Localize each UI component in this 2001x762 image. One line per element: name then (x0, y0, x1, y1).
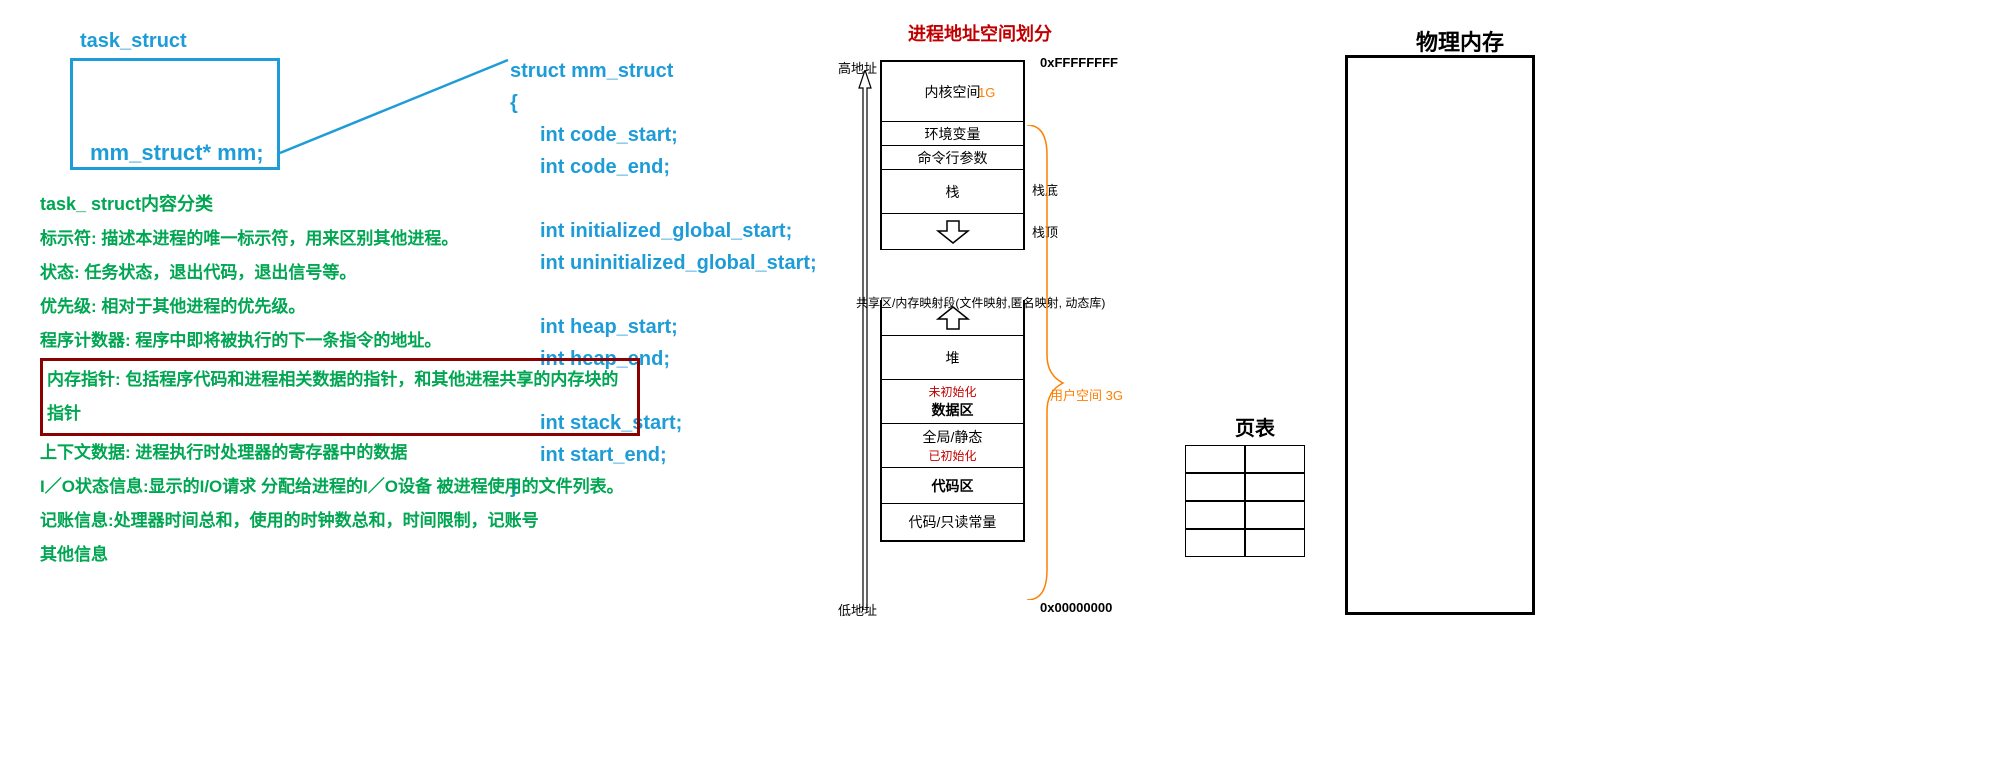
page-table-cell (1245, 529, 1305, 557)
page-table-cell (1245, 501, 1305, 529)
memory-segment (882, 214, 1023, 250)
user-space-bracket (1025, 125, 1065, 600)
vertical-arrow-icon (855, 70, 875, 610)
page-table-title: 页表 (1205, 412, 1305, 441)
page-table-cell (1185, 529, 1245, 557)
segment-label: 栈 (946, 182, 960, 202)
content-line: 优先级: 相对于其他进程的优先级。 (40, 290, 640, 324)
segment-label: 环境变量 (925, 124, 981, 144)
segment-label: 代码/只读常量 (909, 512, 997, 532)
memory-segment: 代码/只读常量 (882, 504, 1023, 540)
connector-line (280, 58, 520, 158)
memory-gap (880, 250, 1025, 300)
memory-segment: 代码区 (882, 468, 1023, 504)
shared-region-label: 共享区/内存映射段(文件映射,匿名映射, 动态库) (856, 294, 1105, 311)
physical-memory-box (1345, 55, 1535, 615)
segment-sublabel: 已初始化 (928, 447, 976, 464)
content-line: 上下文数据: 进程执行时处理器的寄存器中的数据 (40, 436, 640, 470)
physical-memory-title: 物理内存 (1380, 25, 1540, 57)
content-line: 其他信息 (40, 538, 640, 572)
content-line: 内存指针: 包括程序代码和进程相关数据的指针，和其他进程共享的内存块的指针 (40, 358, 640, 436)
memory-segment: 堆 (882, 336, 1023, 380)
memory-layout-title: 进程地址空间划分 (900, 20, 1060, 46)
page-table-cell (1185, 501, 1245, 529)
page-table-cell (1245, 445, 1305, 473)
high-addr-value: 0xFFFFFFFF (1040, 55, 1118, 70)
content-heading: task_ struct内容分类 (40, 190, 640, 216)
page-table-row (1185, 529, 1305, 557)
content-line: 程序计数器: 程序中即将被执行的下一条指令的地址。 (40, 324, 640, 358)
struct-field: int code_end; (540, 151, 817, 183)
low-addr-value: 0x00000000 (1040, 600, 1112, 615)
page-table-row (1185, 501, 1305, 529)
memory-segment: 全局/静态已初始化 (882, 424, 1023, 468)
segment-label: 堆 (946, 348, 960, 368)
arrow-down-icon (936, 219, 970, 245)
content-line: I／O状态信息:显示的I/O请求 分配给进程的I／O设备 被进程使用的文件列表。 (40, 470, 640, 504)
segment-label: 命令行参数 (918, 148, 988, 168)
memory-segment: 内核空间 (882, 62, 1023, 122)
page-table-row (1185, 445, 1305, 473)
content-line: 状态: 任务状态，退出代码，退出信号等。 (40, 256, 640, 290)
task-struct-label: task_struct (80, 30, 187, 53)
kernel-size-annotation: 1G (978, 85, 995, 100)
page-table-cell (1185, 445, 1245, 473)
segment-label: 数据区 (932, 400, 974, 420)
page-table-cell (1185, 473, 1245, 501)
page-table (1185, 445, 1305, 557)
highlighted-content-line: 内存指针: 包括程序代码和进程相关数据的指针，和其他进程共享的内存块的指针 (40, 358, 640, 436)
segment-label: 代码区 (932, 476, 974, 496)
memory-segment: 栈 (882, 170, 1023, 214)
content-line: 记账信息:处理器时间总和，使用的时钟数总和，时间限制，记账号 (40, 504, 640, 538)
segment-label: 内核空间 (925, 82, 981, 102)
segment-sublabel: 未初始化 (928, 383, 976, 400)
memory-segment: 命令行参数 (882, 146, 1023, 170)
segment-label: 全局/静态 (923, 427, 983, 447)
struct-header: struct mm_struct (510, 55, 817, 87)
struct-field: int code_start; (540, 119, 817, 151)
memory-segment: 未初始化数据区 (882, 380, 1023, 424)
open-brace: { (510, 87, 817, 119)
page-table-row (1185, 473, 1305, 501)
mm-struct-pointer: mm_struct* mm; (90, 140, 264, 166)
page-table-cell (1245, 473, 1305, 501)
content-line: 标示符: 描述本进程的唯一标示符，用来区别其他进程。 (40, 222, 640, 256)
task-struct-content-block: task_ struct内容分类 标示符: 描述本进程的唯一标示符，用来区别其他… (40, 190, 640, 572)
memory-segment: 环境变量 (882, 122, 1023, 146)
